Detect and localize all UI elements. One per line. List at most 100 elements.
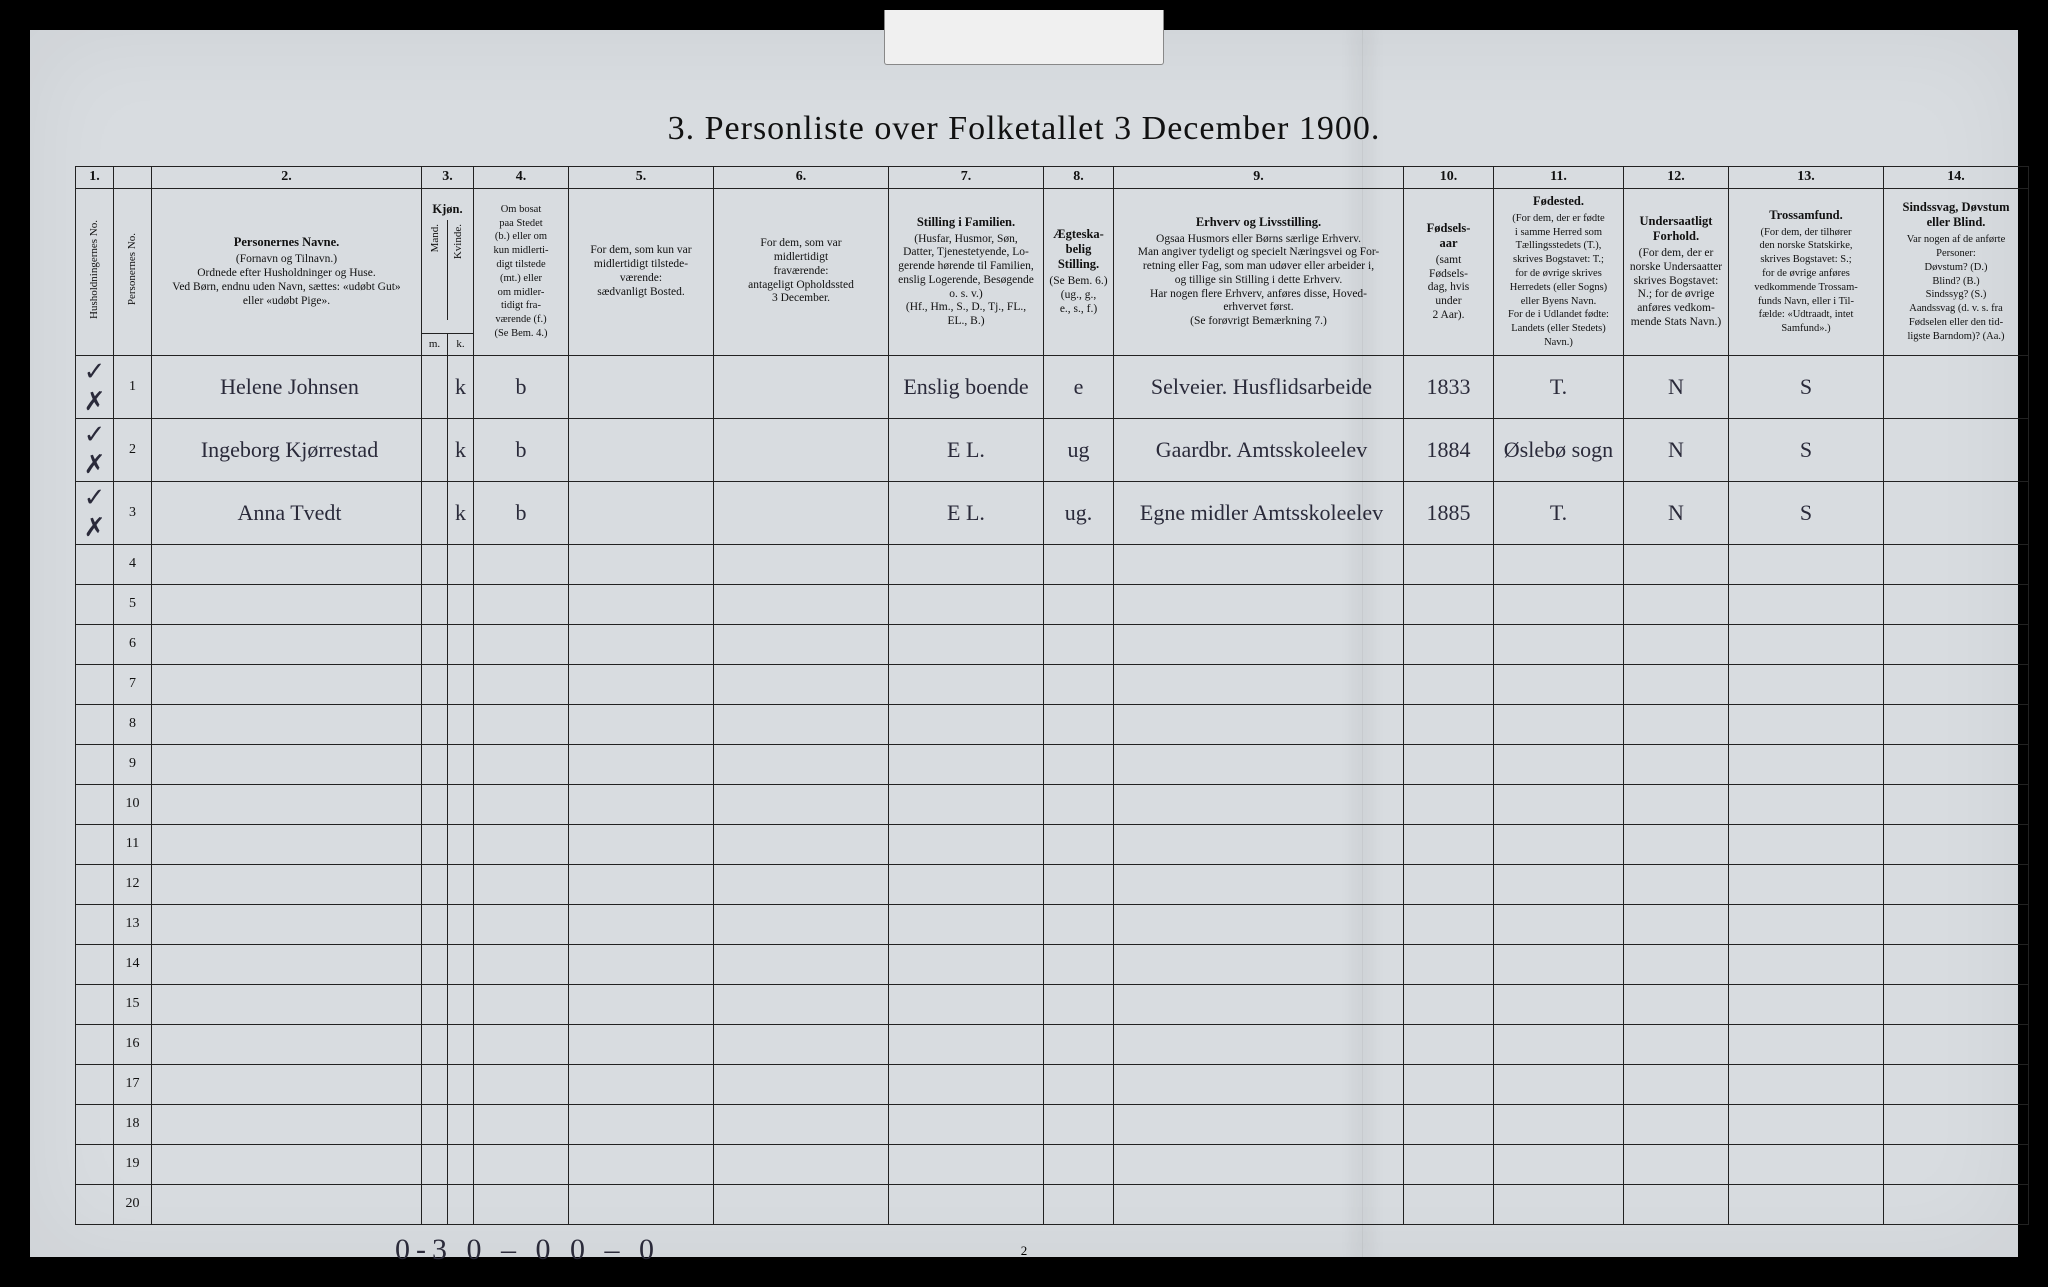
row-number: 17 (114, 1064, 152, 1104)
colnum: 13. (1729, 167, 1884, 189)
colnum: 9. (1114, 167, 1404, 189)
cell-empty (1624, 704, 1729, 744)
cell-empty (422, 1024, 448, 1064)
row-number: 20 (114, 1184, 152, 1224)
cell-empty (1494, 664, 1624, 704)
cell-empty (1729, 624, 1884, 664)
cell-empty (422, 784, 448, 824)
cell-empty (1624, 664, 1729, 704)
row-number: 5 (114, 584, 152, 624)
row-number: 15 (114, 984, 152, 1024)
cell-empty (1114, 704, 1404, 744)
cell-empty (569, 1144, 714, 1184)
row-mark (76, 704, 114, 744)
cell-empty (1404, 1144, 1494, 1184)
table-row: 10 (76, 784, 2029, 824)
cell-empty (152, 824, 422, 864)
cell-birth-year: 1885 (1404, 481, 1494, 544)
cell-empty (1729, 1144, 1884, 1184)
hdr-marital: Ægteska- belig Stilling. (Se Bem. 6.) (u… (1044, 188, 1114, 355)
cell-empty (1114, 664, 1404, 704)
cell-residence: b (474, 418, 569, 481)
cell-empty (152, 584, 422, 624)
row-number: 18 (114, 1104, 152, 1144)
cell-empty (1884, 624, 2029, 664)
cell-marital: ug. (1044, 481, 1114, 544)
cell-empty (714, 904, 889, 944)
hdr-occupation: Erhverv og Livsstilling. Ogsaa Husmors e… (1114, 188, 1404, 355)
cell-empty (152, 744, 422, 784)
cell-empty (714, 1144, 889, 1184)
cell-residence: b (474, 481, 569, 544)
cell-empty (1114, 624, 1404, 664)
cell-empty (1494, 864, 1624, 904)
cell-empty (1114, 1064, 1404, 1104)
row-mark (76, 744, 114, 784)
cell-empty (1044, 744, 1114, 784)
row-mark (76, 664, 114, 704)
cell-family-pos: Enslig boende (889, 355, 1044, 418)
cell-empty (889, 864, 1044, 904)
table-row: 11 (76, 824, 2029, 864)
cell-empty (1044, 584, 1114, 624)
cell-empty (1044, 784, 1114, 824)
cell-empty (1884, 584, 2029, 624)
cell-empty (1114, 1144, 1404, 1184)
cell-empty (1729, 1104, 1884, 1144)
cell-empty (714, 744, 889, 784)
cell-empty (714, 864, 889, 904)
cell-empty (1114, 944, 1404, 984)
cell-empty (1044, 624, 1114, 664)
cell-nationality: N (1624, 418, 1729, 481)
cell-empty (1114, 584, 1404, 624)
cell-empty (422, 984, 448, 1024)
cell-empty (714, 544, 889, 584)
cell-empty (1884, 1064, 2029, 1104)
cell-empty (1624, 1024, 1729, 1064)
cell-empty (448, 1064, 474, 1104)
cell-empty (1044, 1144, 1114, 1184)
table-row: 9 (76, 744, 2029, 784)
hdr-temp-present: For dem, som kun var midlertidigt tilste… (569, 188, 714, 355)
cell-empty (474, 944, 569, 984)
cell-empty (889, 1184, 1044, 1224)
cell-empty (422, 824, 448, 864)
cell-empty (1624, 584, 1729, 624)
row-mark (76, 584, 114, 624)
page-fold (1362, 30, 1363, 1257)
cell-empty (474, 824, 569, 864)
cell-empty (1494, 1144, 1624, 1184)
row-mark: ✓ ✗ (76, 481, 114, 544)
hdr-person-no: Personernes No. (114, 188, 152, 355)
cell-empty (422, 544, 448, 584)
cell-empty (1114, 984, 1404, 1024)
cell-empty (1114, 1104, 1404, 1144)
colnum: 3. (422, 167, 474, 189)
cell-empty (569, 824, 714, 864)
cell-empty (1114, 1184, 1404, 1224)
cell-empty (889, 664, 1044, 704)
cell-temp-absent (714, 355, 889, 418)
cell-empty (1404, 1064, 1494, 1104)
row-number: 16 (114, 1024, 152, 1064)
cell-empty (448, 784, 474, 824)
table-row: 17 (76, 1064, 2029, 1104)
cell-empty (714, 704, 889, 744)
cell-empty (889, 784, 1044, 824)
row-number: 12 (114, 864, 152, 904)
cell-empty (1884, 944, 2029, 984)
cell-marital: ug (1044, 418, 1114, 481)
colnum: 5. (569, 167, 714, 189)
cell-empty (1494, 744, 1624, 784)
cell-empty (448, 864, 474, 904)
table-row: ✓ ✗1Helene JohnsenkbEnslig boendeeSelvei… (76, 355, 2029, 418)
cell-empty (1624, 864, 1729, 904)
cell-empty (474, 864, 569, 904)
cell-sex-m (422, 355, 448, 418)
cell-empty (1114, 904, 1404, 944)
cell-residence: b (474, 355, 569, 418)
cell-empty (448, 824, 474, 864)
cell-empty (1884, 824, 2029, 864)
cell-temp-present (569, 481, 714, 544)
cell-empty (1404, 744, 1494, 784)
